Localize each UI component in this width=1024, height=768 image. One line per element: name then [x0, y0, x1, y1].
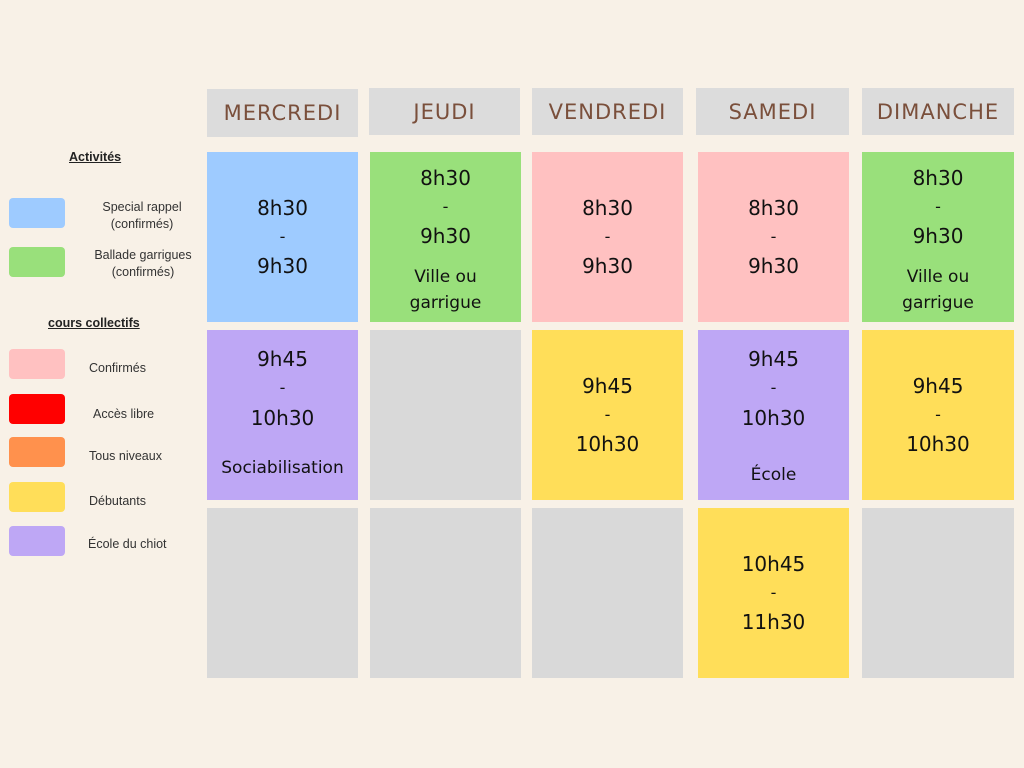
legend-label-tous-niveaux: Tous niveaux — [89, 449, 162, 463]
schedule-cell-dimanche-row1: 8h30 - 9h30 Ville ou garrigue — [862, 152, 1014, 322]
schedule-cell-samedi-row3: 10h45 - 11h30 — [698, 508, 849, 678]
time-separator: - — [442, 197, 449, 216]
legend-label-special-rappel: Special rappel (confirmés) — [102, 200, 182, 231]
time-separator: - — [770, 227, 777, 246]
start-time: 9h45 — [912, 374, 964, 398]
legend-swatch-special-rappel — [9, 198, 65, 228]
schedule-cell-dimanche-row2: 9h45 - 10h30 — [862, 330, 1014, 500]
legend-heading-activites: Activités — [69, 150, 122, 164]
legend-label-debutants: Débutants — [89, 494, 146, 508]
time-separator: - — [770, 583, 777, 602]
end-time: 11h30 — [741, 610, 806, 634]
start-time: 9h45 — [748, 347, 799, 371]
end-time: 10h30 — [741, 406, 806, 430]
start-time: 8h30 — [748, 196, 799, 220]
legend-label-confirmes: Confirmés — [89, 361, 146, 375]
schedule-cell-samedi-row2: 9h45 - 10h30 École — [698, 330, 849, 500]
schedule-cell-mercredi-row3 — [207, 508, 358, 678]
time-separator: - — [935, 197, 941, 216]
schedule-cell-jeudi-row2 — [370, 330, 521, 500]
time-separator: - — [770, 378, 777, 397]
start-time: 8h30 — [420, 166, 471, 190]
end-time: 9h30 — [748, 254, 799, 278]
end-time: 9h30 — [420, 224, 471, 248]
time-separator: - — [279, 227, 286, 246]
cell-subtitle: Sociabilisation — [221, 458, 344, 478]
legend-swatch-confirmes — [9, 349, 65, 379]
legend-label-ballade-garrigues: Ballade garrigues (confirmés) — [94, 248, 192, 279]
legend-label-acces-libre: Accès libre — [93, 407, 155, 421]
start-time: 10h45 — [741, 552, 806, 576]
cell-subtitle: garrigue — [409, 293, 482, 313]
schedule-cell-jeudi-row1: 8h30 - 9h30 Ville ou garrigue — [370, 152, 521, 322]
day-header-mercredi: MERCREDI — [207, 89, 358, 137]
legend-swatch-ecole-du-chiot — [9, 526, 65, 556]
time-separator: - — [604, 405, 611, 424]
start-time: 8h30 — [582, 196, 633, 220]
start-time: 9h45 — [257, 347, 308, 371]
end-time: 9h30 — [582, 254, 633, 278]
legend-swatch-acces-libre — [9, 394, 65, 424]
cell-subtitle: École — [750, 465, 797, 485]
legend-heading-cours-collectifs: cours collectifs — [48, 316, 140, 330]
cell-subtitle: garrigue — [902, 293, 974, 313]
legend-swatch-tous-niveaux — [9, 437, 65, 467]
legend-label-ecole-du-chiot: École du chiot — [88, 537, 167, 551]
legend-swatch-debutants — [9, 482, 65, 512]
start-time: 9h45 — [582, 374, 633, 398]
day-header-dimanche: DIMANCHE — [862, 88, 1014, 135]
time-separator: - — [604, 227, 611, 246]
time-separator: - — [935, 405, 941, 424]
time-separator: - — [279, 378, 286, 397]
day-header-vendredi: VENDREDI — [532, 88, 683, 135]
end-time: 9h30 — [912, 224, 964, 248]
schedule-cell-jeudi-row3 — [370, 508, 521, 678]
schedule-cell-mercredi-row1: 8h30 - 9h30 — [207, 152, 358, 322]
cell-subtitle: Ville ou — [906, 267, 970, 287]
day-header-samedi: SAMEDI — [696, 88, 849, 135]
start-time: 8h30 — [257, 196, 308, 220]
schedule-cell-vendredi-row1: 8h30 - 9h30 — [532, 152, 683, 322]
schedule-cell-mercredi-row2: 9h45 - 10h30 Sociabilisation — [207, 330, 358, 500]
legend-swatch-ballade-garrigues — [9, 247, 65, 277]
day-header-jeudi: JEUDI — [369, 88, 520, 135]
schedule-cell-vendredi-row2: 9h45 - 10h30 — [532, 330, 683, 500]
start-time: 8h30 — [912, 166, 964, 190]
schedule-cell-samedi-row1: 8h30 - 9h30 — [698, 152, 849, 322]
end-time: 10h30 — [575, 432, 640, 456]
schedule-cell-dimanche-row3 — [862, 508, 1014, 678]
end-time: 10h30 — [906, 432, 970, 456]
cell-subtitle: Ville ou — [414, 267, 477, 287]
schedule-cell-vendredi-row3 — [532, 508, 683, 678]
end-time: 9h30 — [257, 254, 308, 278]
end-time: 10h30 — [250, 406, 315, 430]
